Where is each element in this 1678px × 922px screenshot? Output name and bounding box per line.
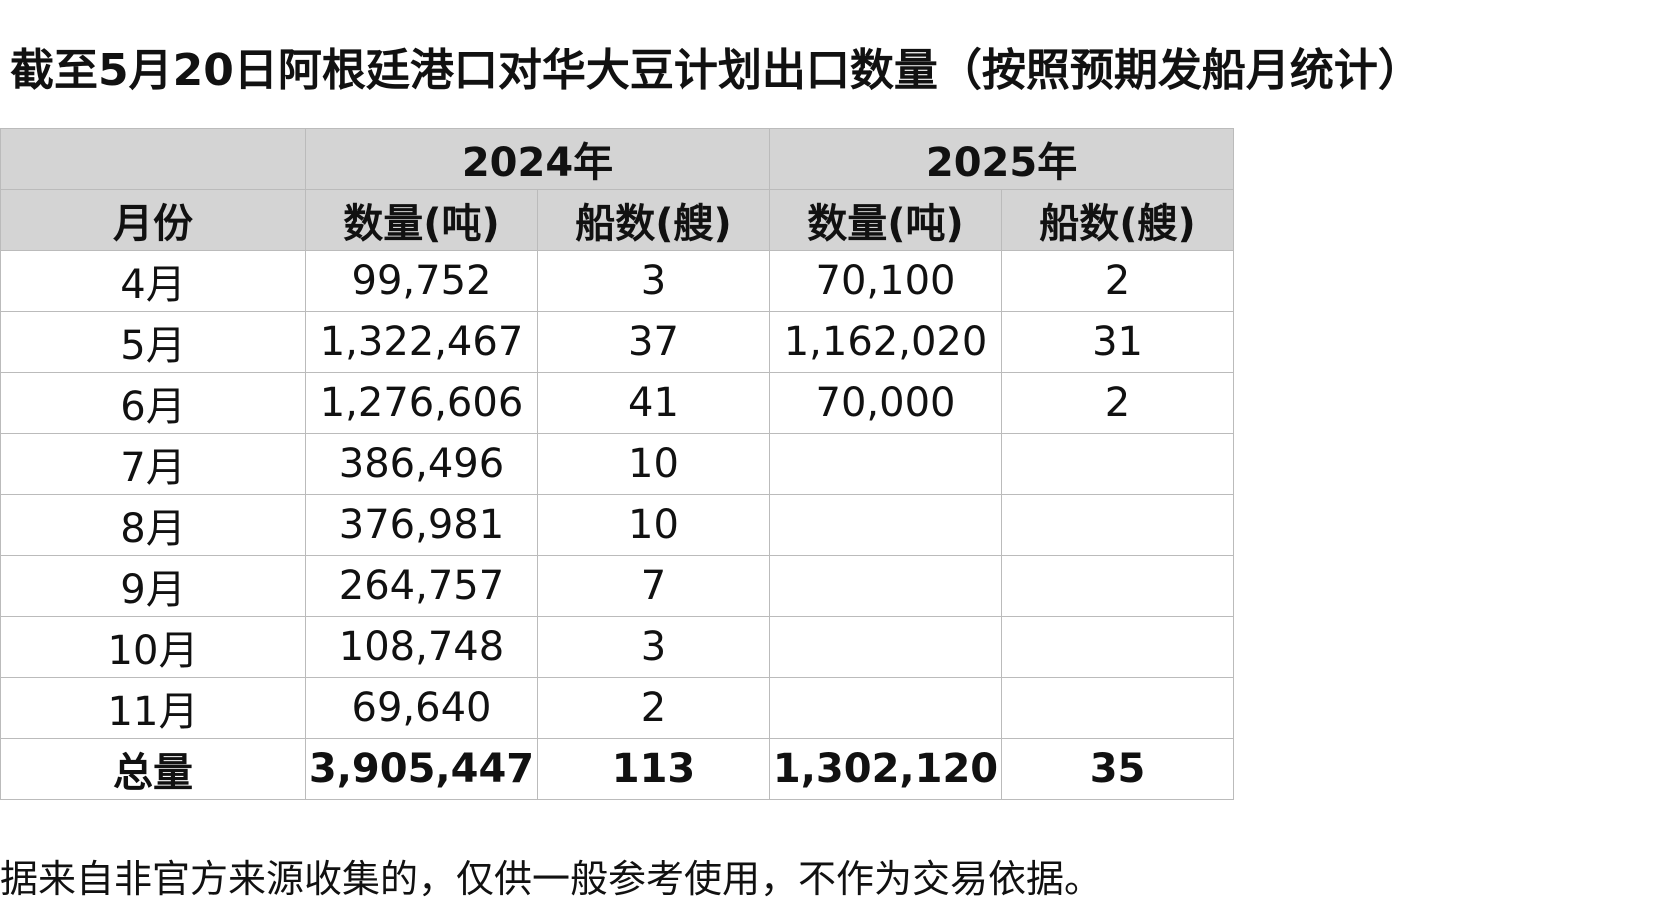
table-cell: 3,905,447 [305, 738, 538, 800]
table-cell [1001, 555, 1235, 617]
table-cell [769, 616, 1003, 678]
table-cell: 10 [536, 433, 771, 495]
table-cell: 386,496 [305, 433, 538, 495]
table-cell: 1,162,020 [769, 311, 1003, 373]
table-cell [769, 433, 1003, 495]
footnote: 据来自非官方来源收集的，仅供一般参考使用，不作为交易依据。 [0, 857, 1103, 901]
table-cell: 5月 [0, 311, 306, 373]
table-cell: 108,748 [305, 616, 538, 678]
table-row: 4月 99,752 3 70,100 2 [0, 250, 1235, 312]
table-cell: 1,322,467 [305, 311, 538, 373]
table-row: 5月 1,322,467 37 1,162,020 31 [0, 311, 1235, 373]
table-cell [1001, 494, 1235, 556]
table-cell: 2 [1001, 250, 1235, 312]
table-cell [769, 555, 1003, 617]
table-cell [0, 128, 306, 190]
title: 截至5月20日阿根廷港口对华大豆计划出口数量（按照预期发船月统计） [10, 45, 1422, 96]
table-cell: 99,752 [305, 250, 538, 312]
table-cell: 总量 [0, 738, 306, 800]
table-cell: 70,100 [769, 250, 1003, 312]
table-cell: 10月 [0, 616, 306, 678]
table-cell: 数量(吨) [769, 189, 1003, 251]
table-cell: 1,302,120 [769, 738, 1003, 800]
table-cell [1001, 433, 1235, 495]
table-cell [769, 677, 1003, 739]
table-cell: 41 [536, 372, 771, 434]
table-cell: 70,000 [769, 372, 1003, 434]
table-row: 6月 1,276,606 41 70,000 2 [0, 372, 1235, 434]
table-row: 9月 264,757 7 [0, 555, 1235, 617]
table-cell: 4月 [0, 250, 306, 312]
table-row: 8月 376,981 10 [0, 494, 1235, 556]
table-cell: 2 [1001, 372, 1235, 434]
table-cell: 9月 [0, 555, 306, 617]
table-cell: 2 [536, 677, 771, 739]
table-cell [769, 494, 1003, 556]
table-row: 总量 3,905,447 113 1,302,120 35 [0, 738, 1235, 800]
table-row: 11月 69,640 2 [0, 677, 1235, 739]
table-cell [1001, 677, 1235, 739]
table-cell: 数量(吨) [305, 189, 538, 251]
table-cell: 3 [536, 616, 771, 678]
table-cell: 2024年 [304, 128, 771, 190]
table-cell: 69,640 [305, 677, 538, 739]
table-cell: 7月 [0, 433, 306, 495]
table-cell: 11月 [0, 677, 306, 739]
table-cell: 376,981 [305, 494, 538, 556]
table-cell [1001, 616, 1235, 678]
table-cell: 船数(艘) [536, 189, 771, 251]
table-row: 10月 108,748 3 [0, 616, 1235, 678]
table-row: 2024年 2025年 [0, 128, 1235, 190]
table-cell: 37 [536, 311, 771, 373]
table-cell: 113 [536, 738, 771, 800]
table-cell: 10 [536, 494, 771, 556]
data-table: 2024年 2025年 月份 数量(吨) 船数(艘) 数量(吨) 船数(艘) 4月 99,752… [0, 128, 1235, 800]
table-row: 7月 386,496 10 [0, 433, 1235, 495]
table-cell: 1,276,606 [305, 372, 538, 434]
table-cell: 8月 [0, 494, 306, 556]
table-row: 月份 数量(吨) 船数(艘) 数量(吨) 船数(艘) [0, 189, 1235, 251]
table-cell: 264,757 [305, 555, 538, 617]
table-cell: 31 [1001, 311, 1235, 373]
table-cell: 船数(艘) [1001, 189, 1235, 251]
table-cell: 35 [1001, 738, 1235, 800]
table-cell: 3 [536, 250, 771, 312]
table-cell: 2025年 [769, 128, 1235, 190]
table-cell: 月份 [0, 189, 306, 251]
table-cell: 6月 [0, 372, 306, 434]
table-cell: 7 [536, 555, 771, 617]
